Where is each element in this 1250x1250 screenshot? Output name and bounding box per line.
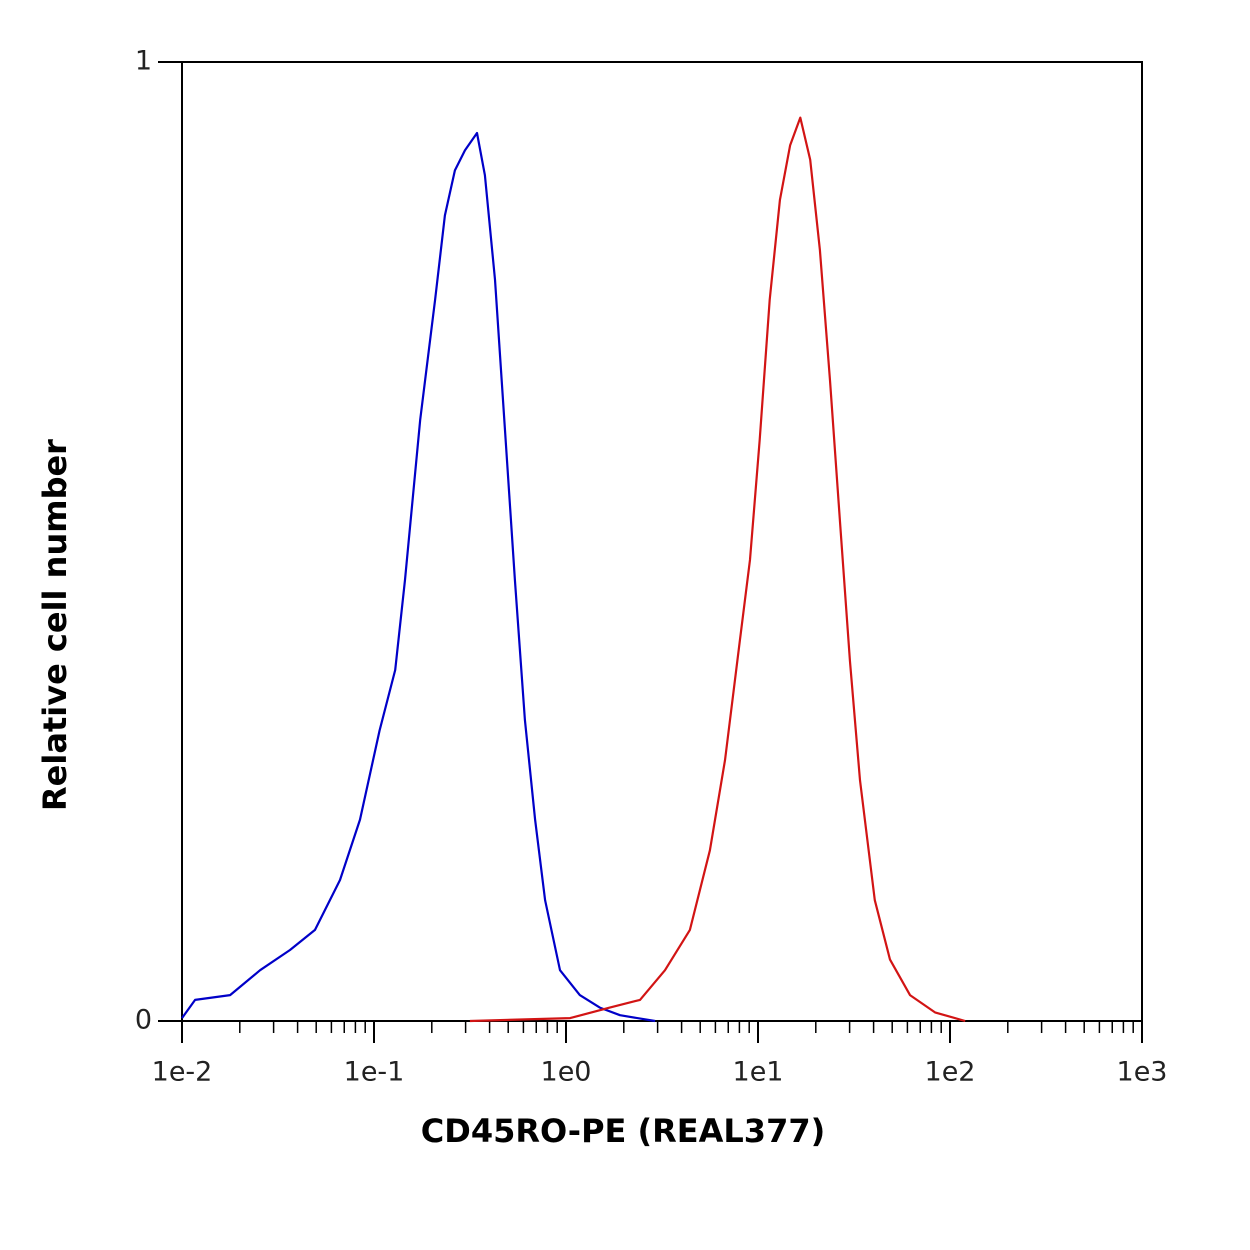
y-tick-label: 0 bbox=[135, 1005, 152, 1036]
plot-frame bbox=[181, 61, 1143, 1022]
histogram-line bbox=[181, 131, 656, 1023]
y-axis-title: Relative cell number bbox=[36, 439, 74, 811]
x-tick-label: 1e0 bbox=[541, 1057, 592, 1088]
x-tick-label: 1e1 bbox=[733, 1057, 784, 1088]
x-tick-label: 1e-2 bbox=[152, 1057, 213, 1088]
x-tick-label: 1e-1 bbox=[344, 1057, 405, 1088]
x-tick-label: 1e2 bbox=[925, 1057, 976, 1088]
x-tick-label: 1e3 bbox=[1117, 1057, 1168, 1088]
y-tick-label: 1 bbox=[135, 46, 152, 77]
x-axis-title: CD45RO-PE (REAL377) bbox=[421, 1112, 825, 1150]
histogram-line bbox=[469, 116, 966, 1023]
